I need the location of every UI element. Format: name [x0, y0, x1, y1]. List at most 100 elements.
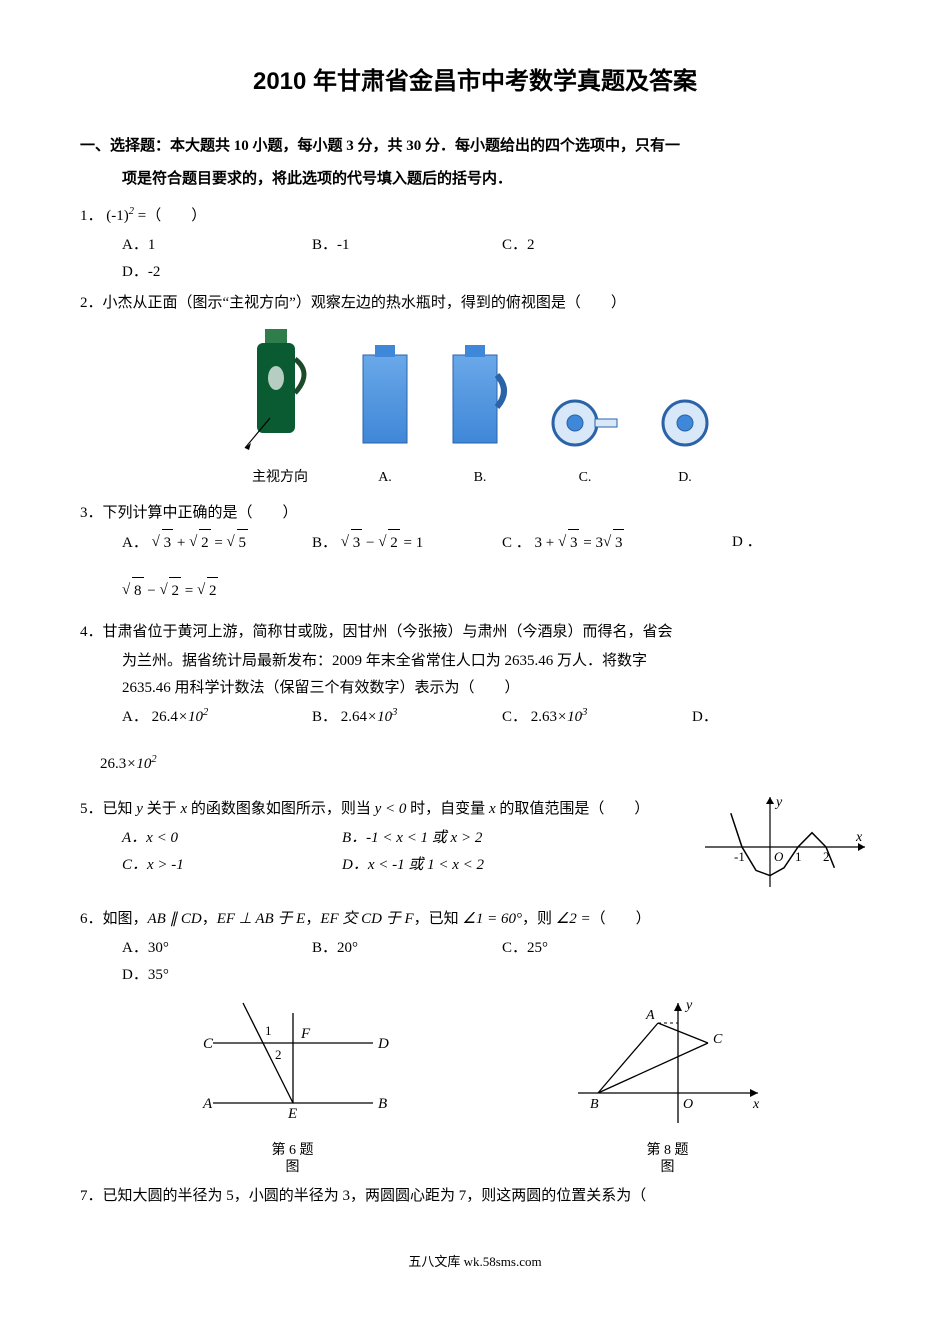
q2-d-label: D. — [678, 470, 692, 485]
thermos-icon — [235, 323, 325, 453]
page-footer: 五八文库 wk.58sms.com — [80, 1250, 870, 1273]
q6-figure: C D A B E F 1 2 第 6 题 图 — [183, 993, 403, 1177]
q2-c-label: C. — [579, 470, 592, 485]
q4-opt-c: C． 2.63×103 — [502, 704, 672, 731]
svg-text:1: 1 — [265, 1023, 272, 1038]
q2: 2．小杰从正面（图示“主视方向”）观察左边的热水瓶时，得到的俯视图是（ ） — [80, 290, 870, 317]
svg-text:D: D — [377, 1036, 389, 1052]
q2-b-label: B. — [474, 470, 487, 485]
q1-expr: (-1)2 — [106, 208, 138, 224]
q6-p0: 6．如图， — [80, 911, 148, 927]
q1: 1． (-1)2 =（ ） — [80, 203, 870, 230]
q6-opts: A．30° B．20° C．25° D．35° — [122, 935, 870, 989]
q2-opt-c-fig: C. — [545, 393, 625, 490]
svg-text:1: 1 — [795, 849, 802, 864]
q4b-m: 2.64 — [341, 709, 367, 725]
q3-opt-a: A． 3 + 2 = 5 — [122, 529, 292, 557]
q5-chart: -112Oyx — [700, 792, 870, 902]
svg-text:B: B — [590, 1097, 599, 1112]
svg-text:x: x — [855, 830, 863, 845]
q8-figure: A C B O x y 第 8 题 图 — [568, 993, 768, 1177]
q6-opt-b: B．20° — [312, 935, 482, 962]
svg-text:O: O — [774, 849, 784, 864]
q5-p1: 5．已知 — [80, 801, 136, 817]
q6-p3: EF 交 CD 于 F — [320, 911, 413, 927]
q2-opt-b-fig: B. — [445, 343, 515, 490]
q6-tail: （ ） — [591, 911, 651, 927]
q5-opt-a: A．x < 0 — [122, 825, 322, 852]
q5d: D．x < -1 或 1 < x < 2 — [342, 857, 484, 873]
q4-l2: 为兰州。据省统计局最新发布：2009 年末全省常住人口为 2635.46 万人．… — [80, 648, 870, 675]
q3a-r3: 5 — [237, 529, 249, 557]
q7: 7．已知大圆的半径为 5，小圆的半径为 3，两圆圆心距为 7，则这两圆的位置关系… — [80, 1183, 870, 1210]
q5-x2: x — [489, 801, 496, 817]
q5-m2: 的函数图象如图所示，则当 — [187, 801, 375, 817]
q2-d-icon — [655, 393, 715, 453]
q6-caption1: 第 6 题 — [183, 1143, 403, 1160]
q6-c3: ，已知 — [414, 911, 463, 927]
q3c-r1: 3 — [568, 529, 580, 557]
svg-text:B: B — [378, 1096, 387, 1112]
q4b-lab: B． — [312, 709, 337, 725]
q6-opt-a: A．30° — [122, 935, 292, 962]
q5-opt-d: D．x < -1 或 1 < x < 2 — [342, 852, 542, 879]
q4a-e: 2 — [203, 707, 208, 718]
q1-base: (-1) — [106, 208, 129, 224]
q4c-e: 3 — [582, 707, 587, 718]
q2-a-label: A. — [378, 470, 392, 485]
q5c: C．x > -1 — [122, 857, 184, 873]
q5-cond: y < 0 — [375, 801, 407, 817]
svg-text:y: y — [774, 795, 783, 810]
q5b: B．-1 < x < 1 或 x > 2 — [342, 830, 482, 846]
q4d-e: 2 — [151, 754, 156, 765]
q6-a1: ∠1 = 60° — [462, 911, 522, 927]
q1-opt-a: A．1 — [122, 232, 292, 259]
q1-opts: A．1 B．-1 C．2 D．-2 — [122, 232, 870, 286]
q4-l1: 4．甘肃省位于黄河上游，简称甘或陇，因甘州（今张掖）与肃州（今酒泉）而得名，省会 — [80, 619, 870, 646]
svg-text:A: A — [645, 1008, 655, 1023]
svg-text:O: O — [683, 1097, 693, 1112]
q4a-lab: A． — [122, 709, 148, 725]
q3-opt-c: C ． 3 + 3 = 33 — [502, 529, 712, 557]
q2-opt-a-fig: A. — [355, 343, 415, 490]
q4-opt-a: A． 26.4×102 — [122, 704, 292, 731]
q6-stem: 6．如图，AB ∥ CD，EF ⊥ AB 于 E，EF 交 CD 于 F，已知 … — [80, 906, 870, 933]
page-title: 2010 年甘肃省金昌市中考数学真题及答案 — [80, 60, 870, 103]
q2-opt-d-fig: D. — [655, 393, 715, 490]
q6-c2: ， — [305, 911, 320, 927]
section-1-line1: 一、选择题：本大题共 10 小题，每小题 3 分，共 30 分．每小题给出的四个… — [80, 133, 870, 160]
q5-y: y — [136, 801, 143, 817]
q8-caption1: 第 8 题 — [568, 1143, 768, 1160]
q1-opt-d: D．-2 — [122, 259, 292, 286]
q3d-r1: 8 — [132, 577, 144, 605]
q5-row: 5．已知 y 关于 x 的函数图象如图所示，则当 y < 0 时，自变量 x 的… — [80, 792, 870, 902]
q6-p1: AB ∥ CD — [148, 911, 202, 927]
q3-opt-d-bottom: 8 − 2 = 2 — [80, 577, 870, 605]
q4c-lab: C． — [502, 709, 527, 725]
q4-opt-d-top: D． — [692, 704, 732, 731]
section-1-line2: 项是符合题目要求的，将此选项的代号填入题后的括号内． — [80, 166, 870, 193]
q8-caption2: 图 — [568, 1160, 768, 1177]
svg-text:x: x — [752, 1097, 760, 1112]
q2-thermos: 主视方向 — [235, 323, 325, 490]
q4a-m: 26.4 — [152, 709, 178, 725]
svg-text:2: 2 — [823, 849, 830, 864]
q3c-pre: 3 + — [535, 535, 558, 551]
q3b-lab: B． — [312, 535, 337, 551]
q1-tail: =（ ） — [138, 208, 206, 224]
q3c-r2: 3 — [613, 529, 625, 557]
q3d-r2: 2 — [169, 577, 181, 605]
q6-c1: ， — [202, 911, 217, 927]
q6-q8-figs: C D A B E F 1 2 第 6 题 图 A C B O x y — [100, 993, 850, 1177]
q2-a-icon — [355, 343, 415, 453]
svg-text:C: C — [713, 1032, 723, 1047]
q4-l3: 2635.46 用科学计数法（保留三个有效数字）表示为（ ） — [80, 675, 870, 702]
q4b-e: 3 — [392, 707, 397, 718]
q6-diagram-icon: C D A B E F 1 2 — [183, 993, 403, 1133]
q3c-mid: = 3 — [579, 535, 602, 551]
svg-text:C: C — [203, 1036, 214, 1052]
q4-opts: A． 26.4×102 B． 2.64×103 C． 2.63×103 D． — [122, 704, 870, 731]
thermos-label: 主视方向 — [235, 465, 325, 490]
q1-opt-b: B．-1 — [312, 232, 482, 259]
q3b-r2: 2 — [388, 529, 400, 557]
